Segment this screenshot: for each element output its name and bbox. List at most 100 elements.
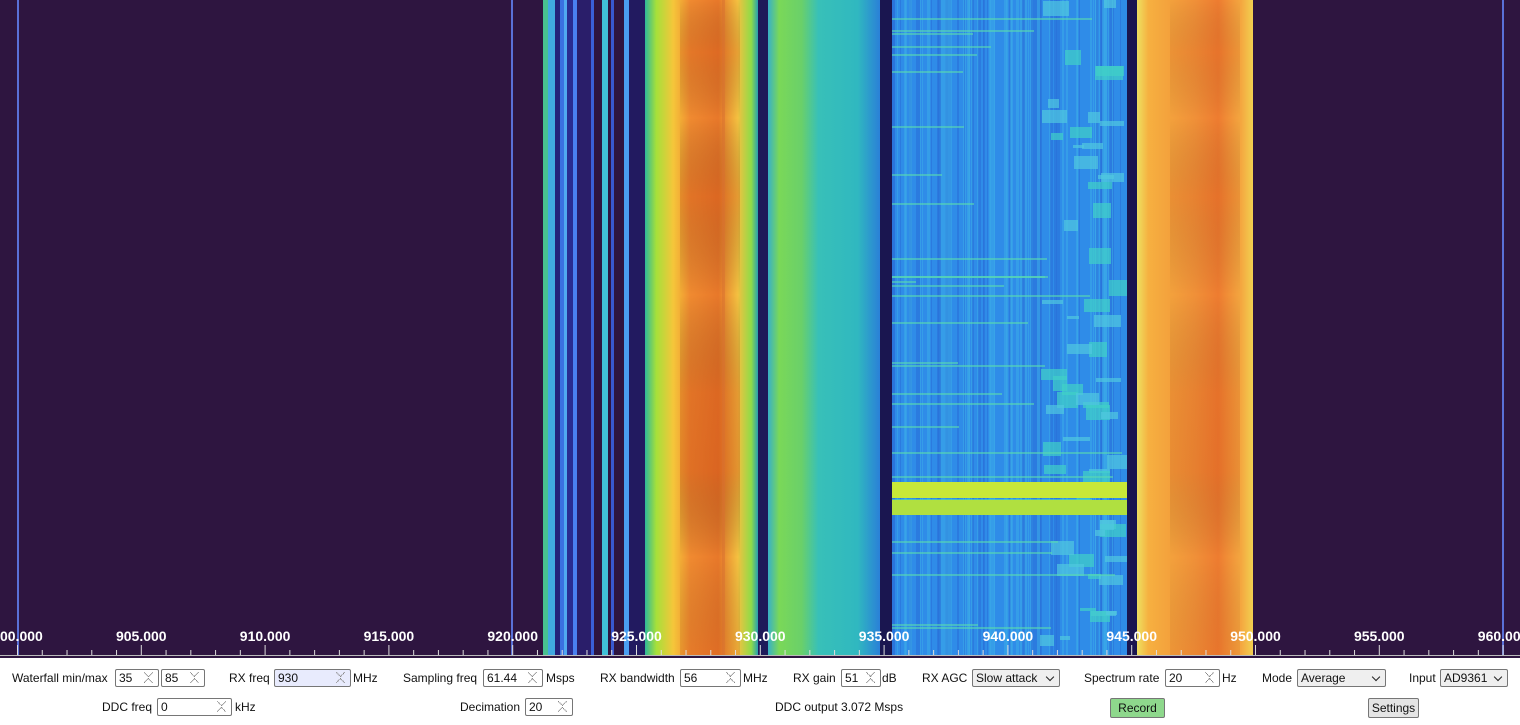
select[interactable]: AD9361 (1440, 669, 1508, 687)
number-input[interactable]: 51 (841, 669, 881, 687)
texture (892, 285, 1004, 287)
texture (940, 0, 943, 655)
texture (1106, 611, 1117, 615)
texture (1040, 635, 1054, 646)
number-input[interactable]: 61.44 (483, 669, 543, 687)
label: RX AGC (922, 671, 968, 685)
texture (1065, 50, 1081, 65)
texture (1048, 99, 1059, 108)
label: Decimation (460, 700, 521, 714)
label: Mode (1262, 671, 1293, 685)
texture (892, 322, 1028, 324)
texture (1057, 564, 1084, 576)
axis-label: 920.000 (487, 628, 538, 644)
texture (1056, 0, 1058, 655)
number-input[interactable]: 85 (161, 669, 205, 687)
number-input[interactable]: 20 (525, 698, 573, 716)
number-input[interactable]: 930 (274, 669, 351, 687)
texture (1100, 0, 1103, 655)
texture (897, 0, 898, 655)
texture (1073, 145, 1084, 148)
texture (894, 0, 895, 655)
texture (892, 54, 977, 56)
axis-label: 950.000 (1230, 628, 1281, 644)
axis-label: 945.000 (1106, 628, 1157, 644)
texture (1107, 455, 1129, 469)
number-input[interactable]: 20 (1165, 669, 1220, 687)
unit: dB (882, 671, 897, 685)
texture (1028, 0, 1029, 655)
texture (892, 46, 991, 48)
texture (1104, 0, 1116, 8)
texture (916, 0, 917, 655)
label: Spectrum rate (1084, 671, 1160, 685)
settings-button[interactable]: Settings (1368, 698, 1419, 718)
texture (1082, 143, 1103, 149)
texture (972, 0, 974, 655)
texture (1058, 0, 1060, 655)
texture (947, 0, 949, 655)
texture (1067, 344, 1092, 354)
texture (1040, 0, 1042, 655)
number-input[interactable]: 56 (680, 669, 741, 687)
texture (943, 0, 944, 655)
texture (1105, 556, 1134, 562)
texture (1051, 541, 1074, 555)
unit: MHz (353, 671, 378, 685)
texture (1109, 0, 1111, 655)
texture (917, 0, 920, 655)
label: Input (1409, 671, 1436, 685)
texture (892, 476, 1113, 478)
texture (1063, 437, 1090, 441)
texture (1079, 0, 1080, 655)
texture (892, 426, 959, 428)
number-input[interactable]: 0 (157, 698, 232, 716)
texture (892, 627, 1051, 629)
texture (1004, 0, 1005, 655)
texture (892, 295, 1090, 297)
texture (1095, 530, 1105, 536)
texture (892, 541, 1058, 543)
texture (989, 0, 992, 655)
axis-label: 955.000 (1354, 628, 1405, 644)
texture (1022, 0, 1025, 655)
texture (964, 0, 965, 655)
texture (1088, 182, 1112, 189)
texture (1101, 412, 1118, 419)
label: RX freq (229, 671, 270, 685)
label: DDC freq (102, 700, 153, 714)
axis-label: 930.000 (735, 628, 786, 644)
texture (1005, 0, 1007, 655)
texture (1094, 315, 1121, 327)
texture (1064, 220, 1078, 231)
record-button[interactable]: Record (1110, 698, 1165, 718)
texture (978, 0, 981, 655)
texture (1037, 0, 1040, 655)
texture (968, 0, 970, 655)
signal-bands (17, 0, 1504, 655)
select[interactable]: Average (1297, 669, 1386, 687)
texture (1109, 280, 1128, 296)
axis-label: 935.000 (859, 628, 910, 644)
texture (892, 174, 942, 176)
texture (1034, 0, 1037, 655)
texture (1096, 378, 1121, 382)
texture (1050, 0, 1053, 655)
axis-label: 960.000 (1478, 628, 1520, 644)
status-text: DDC output 3.072 Msps (775, 700, 904, 714)
axis-label: 900.000 (0, 628, 43, 644)
texture (892, 281, 916, 283)
axis-label: 915.000 (364, 628, 415, 644)
texture (1016, 0, 1019, 655)
select[interactable]: Slow attack (972, 669, 1060, 687)
texture (944, 0, 947, 655)
texture (1080, 608, 1096, 611)
number-input[interactable]: 35 (115, 669, 159, 687)
texture (1020, 0, 1023, 655)
texture (1060, 636, 1070, 640)
texture (1043, 1, 1069, 16)
texture (1041, 369, 1067, 380)
texture (1042, 300, 1063, 304)
